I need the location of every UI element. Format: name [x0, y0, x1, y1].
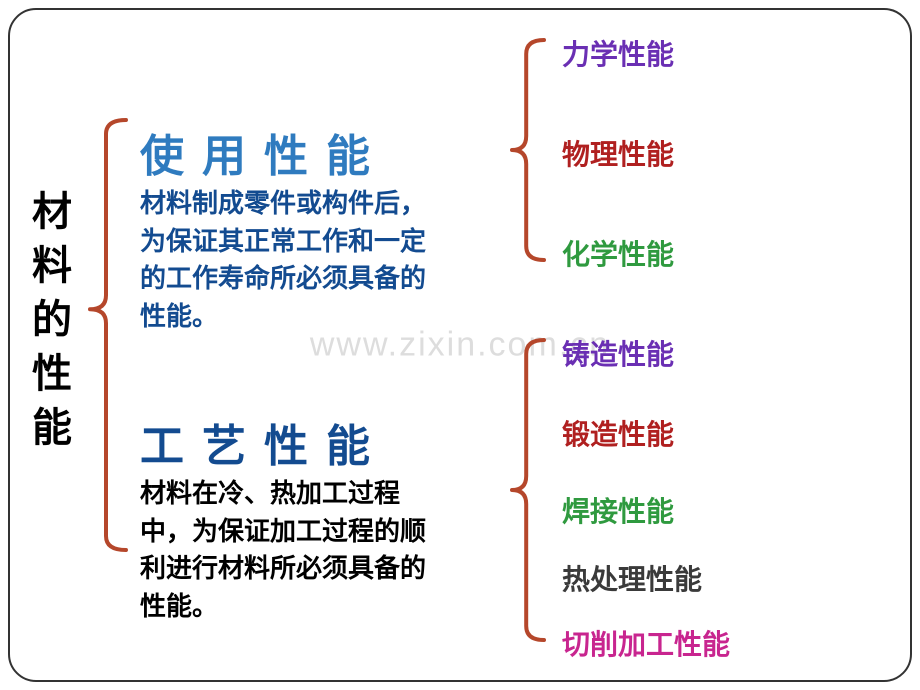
root-char: 性 [32, 347, 72, 401]
root-char: 料 [32, 239, 72, 293]
root-char: 的 [32, 293, 72, 347]
root-char: 材 [32, 185, 72, 239]
section-desc-process: 材料在冷、热加工过程中，为保证加工过程的顺利进行材料所必须具备的性能。 [140, 475, 440, 626]
section-title-process: 工艺性能 [140, 410, 388, 474]
leaf-machining: 切削加工性能 [562, 623, 730, 663]
leaf-chemical: 化学性能 [562, 233, 674, 273]
leaf-physical: 物理性能 [562, 133, 674, 173]
leaf-mechanical: 力学性能 [562, 33, 674, 73]
brace-main [88, 120, 128, 550]
brace-top [510, 40, 546, 260]
leaf-forging: 锻造性能 [562, 413, 674, 453]
section-title-usage: 使用性能 [140, 120, 388, 184]
brace-bottom [510, 340, 546, 640]
root-label: 材 料 的 性 能 [32, 185, 72, 455]
leaf-welding: 焊接性能 [562, 490, 674, 530]
leaf-casting: 铸造性能 [562, 333, 674, 373]
root-char: 能 [32, 401, 72, 455]
leaf-heat-treatment: 热处理性能 [562, 558, 702, 598]
section-desc-usage: 材料制成零件或构件后，为保证其正常工作和一定的工作寿命所必须具备的性能。 [140, 185, 440, 336]
